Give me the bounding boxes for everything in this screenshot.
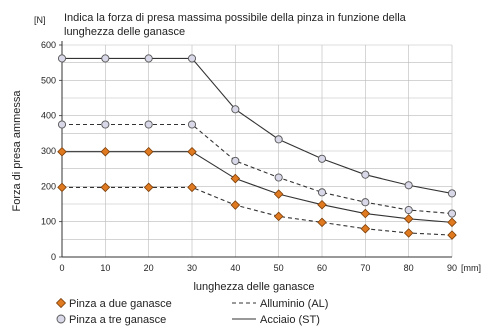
chart-title-line-1: Indica la forza di presa massima possibi… [64, 12, 407, 24]
legend-label-acciaio: Acciaio (ST) [260, 314, 320, 326]
series-line [62, 57, 453, 194]
data-point-circle [274, 173, 283, 182]
data-point-circle [144, 120, 153, 129]
data-point-circle [187, 120, 197, 129]
data-point-circle [361, 198, 370, 207]
series-3 [57, 182, 457, 240]
x-tick-label: 50 [274, 263, 284, 273]
chart-title-line-2: lunghezza delle ganasce [64, 26, 185, 38]
data-point-diamond [143, 182, 154, 193]
series-line [62, 151, 453, 223]
series-2 [57, 146, 457, 228]
legend-label-pinza-due: Pinza a due ganasce [69, 298, 172, 310]
x-unit-label: [mm] [461, 263, 481, 273]
x-tick-label: 80 [404, 263, 414, 273]
x-tick-label: 60 [317, 263, 327, 273]
x-tick-label: 40 [230, 263, 240, 273]
data-point-diamond [317, 199, 327, 210]
y-tick-label: 600 [41, 40, 56, 50]
series-0 [57, 54, 457, 198]
x-axis-title: lunghezza delle ganasce [193, 281, 314, 293]
grid [61, 44, 453, 258]
data-point-circle [317, 188, 327, 197]
data-point-circle [361, 170, 370, 179]
series-1 [57, 120, 457, 218]
y-tick-label: 300 [41, 146, 56, 156]
legend-diamond-marker [55, 297, 67, 309]
legend: Pinza a due ganasce Alluminio (AL) Pinza… [55, 297, 328, 326]
data-point-diamond [273, 211, 284, 222]
x-tick-label: 30 [187, 263, 197, 273]
data-point-diamond [230, 200, 241, 210]
x-tick-label: 20 [144, 263, 154, 273]
y-tick-label: 0 [51, 252, 56, 262]
data-point-circle [57, 120, 67, 129]
y-tick-label: 100 [41, 217, 56, 227]
axes [59, 41, 452, 258]
data-point-diamond [100, 146, 111, 157]
legend-label-pinza-tre: Pinza a tre ganasce [69, 314, 166, 326]
data-point-circle [404, 205, 413, 215]
legend-diamond-icon [55, 297, 67, 309]
data-point-diamond [100, 182, 111, 193]
series-line [62, 123, 453, 215]
legend-circle-icon [56, 314, 66, 324]
y-tick-label: 400 [41, 111, 56, 121]
y-tick-label: 500 [41, 75, 56, 85]
legend-circle-marker [56, 314, 66, 324]
data-point-diamond [187, 182, 197, 193]
data-point-diamond [360, 223, 371, 234]
data-point-circle [404, 181, 413, 190]
data-point-circle [101, 120, 110, 129]
data-point-circle [447, 189, 457, 198]
data-point-circle [231, 156, 240, 165]
y-axis-title: Forza di presa ammessa [11, 90, 23, 212]
series-group [57, 54, 457, 240]
data-point-diamond [187, 146, 197, 157]
y-tick-label: 200 [41, 181, 56, 191]
x-tick-label: 0 [59, 263, 64, 273]
y-unit-label: [N] [34, 15, 46, 25]
data-point-circle [317, 154, 327, 163]
data-point-circle [187, 54, 197, 63]
tick-labels: 0 10 20 30 40 50 60 70 80 90 0 100 200 300 400 500 600 [41, 40, 457, 273]
data-point-diamond [403, 228, 414, 238]
data-point-diamond [447, 217, 457, 228]
data-point-diamond [230, 173, 241, 184]
x-tick-label: 10 [100, 263, 110, 273]
data-point-diamond [57, 146, 67, 157]
series-line [62, 186, 453, 236]
data-point-diamond [143, 146, 154, 157]
x-tick-label: 90 [447, 263, 457, 273]
data-point-diamond [273, 189, 284, 199]
x-tick-label: 70 [360, 263, 370, 273]
data-point-diamond [360, 208, 371, 219]
data-point-diamond [403, 214, 414, 224]
data-point-diamond [317, 217, 327, 228]
data-point-diamond [57, 182, 67, 193]
legend-label-alluminio: Alluminio (AL) [260, 298, 328, 310]
data-point-circle [274, 135, 283, 144]
data-point-circle [144, 54, 153, 63]
data-point-circle [447, 209, 457, 218]
data-point-circle [101, 54, 110, 63]
data-point-diamond [447, 230, 457, 240]
data-point-circle [57, 54, 67, 63]
data-point-circle [231, 105, 240, 114]
